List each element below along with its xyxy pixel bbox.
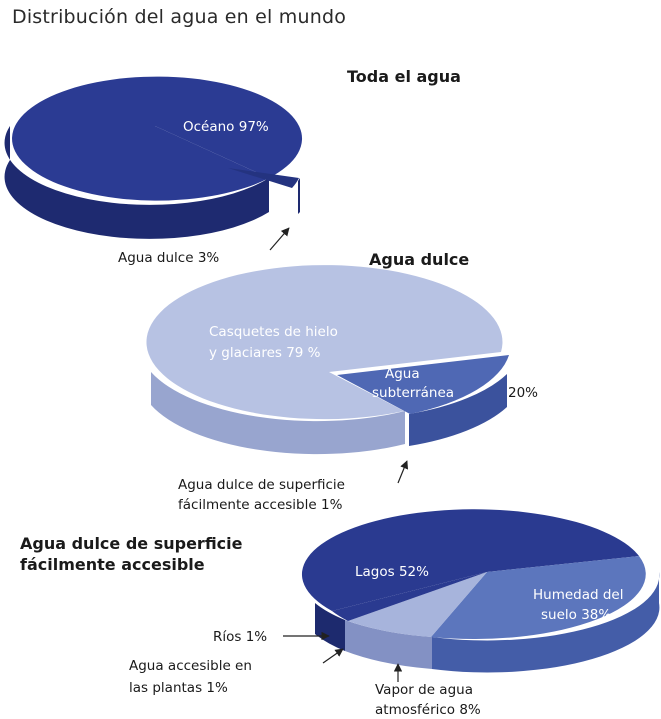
pie1-leader — [269, 227, 290, 251]
pie3-side-vapor — [345, 620, 432, 669]
pie1-side-right — [298, 178, 300, 214]
chart-title-superficie-l1: Agua dulce de superficie — [20, 534, 243, 553]
pie2-label-surface-l2: fácilmente accesible 1% — [178, 497, 343, 513]
pie3-label-plantas-l2: las plantas 1% — [129, 680, 228, 696]
pie3-label-plantas-l1: Agua accesible en — [129, 658, 252, 674]
pie3-label-humedad-l1: Humedad del — [533, 587, 624, 603]
chart-title-superficie-l2: fácilmente accesible — [20, 555, 205, 574]
pie2-side-ground — [409, 374, 507, 446]
pie3-label-humedad-l2: suelo 38% — [541, 607, 611, 623]
pie-agua-dulce: Agua dulce Casquetes de hielo y glaciare… — [146, 250, 538, 513]
chart-title-agua-dulce: Agua dulce — [369, 250, 469, 269]
pie2-slice-groundwater — [337, 355, 509, 414]
pie3-label-vapor-l2: atmosférico 8% — [375, 702, 481, 718]
page-title: Distribución del agua en el mundo — [12, 6, 347, 28]
pie3-side-soil — [432, 572, 660, 673]
pie2-label-ground-l1: Agua — [385, 366, 420, 382]
pie3-slice-rios-plantas — [332, 572, 487, 621]
pie2-label-ice-l1: Casquetes de hielo — [209, 324, 338, 340]
pie1-side-left — [4, 126, 270, 239]
pie2-label-surface-l1: Agua dulce de superficie — [178, 477, 345, 493]
pie2-label-ice-l2: y glaciares 79 % — [209, 345, 321, 361]
pie2-side-ice — [151, 372, 405, 455]
chart-title-toda-el-agua: Toda el agua — [347, 67, 461, 86]
pie-superficie-accesible: Agua dulce de superficie fácilmente acce… — [20, 509, 660, 718]
pie1-slice-oceano — [12, 76, 299, 201]
pie-toda-el-agua: Toda el agua Océano 97% Agua dulce 3% — [4, 67, 461, 266]
pie3-leader-plantas — [322, 648, 344, 664]
pie3-label-rios: Ríos 1% — [213, 629, 267, 645]
pie2-leader — [397, 460, 409, 484]
pie1-slice-oceano-b — [155, 126, 303, 178]
pie1-label-agua-dulce: Agua dulce 3% — [118, 250, 219, 266]
pie2-slice-ice — [146, 265, 503, 420]
pie1-label-oceano: Océano 97% — [183, 119, 269, 135]
pie3-label-lagos: Lagos 52% — [355, 564, 429, 580]
pie2-label-ground-pct: 20% — [508, 385, 538, 401]
pie1-slice-agua-dulce — [228, 168, 299, 188]
pie3-slice-vapor — [348, 572, 487, 637]
pie3-label-vapor-l1: Vapor de agua — [375, 682, 473, 698]
pie2-label-ground-l2: subterránea — [372, 385, 454, 401]
pie3-slice-humedad — [431, 556, 646, 640]
pie3-slice-lagos — [301, 509, 639, 611]
